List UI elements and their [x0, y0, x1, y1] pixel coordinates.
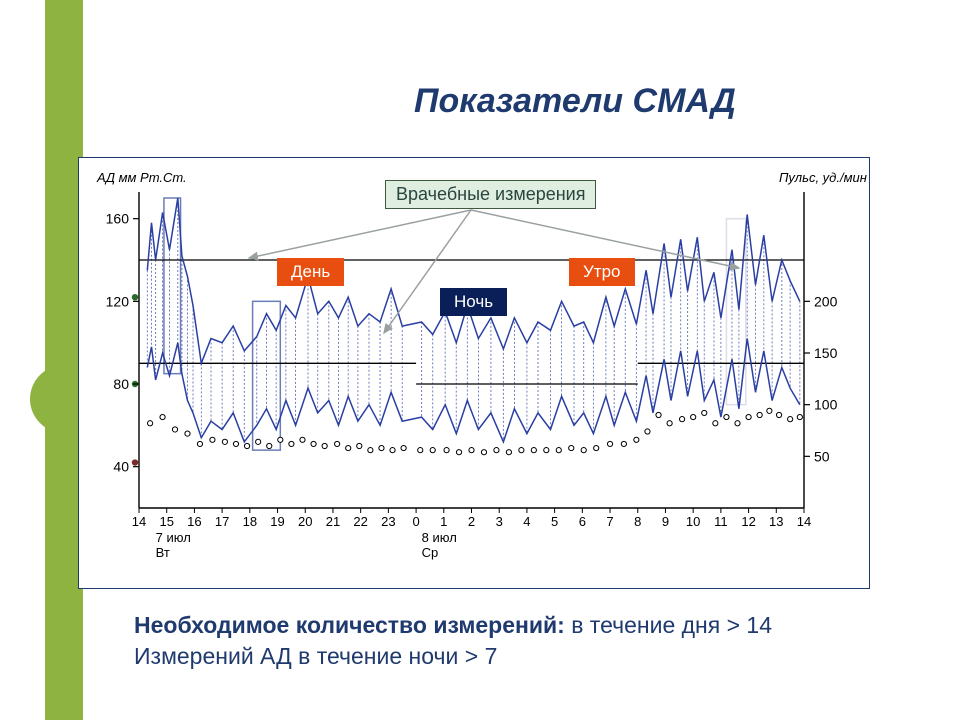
svg-text:22: 22 — [353, 514, 367, 529]
footer-bold: Необходимое количество измерений: — [134, 612, 565, 638]
svg-text:16: 16 — [187, 514, 201, 529]
svg-text:23: 23 — [381, 514, 395, 529]
svg-text:6: 6 — [579, 514, 586, 529]
svg-text:21: 21 — [326, 514, 340, 529]
abpm-chart: 4080120160АД мм Рт.Ст.50100150200Пульс, … — [79, 158, 869, 588]
svg-text:40: 40 — [113, 459, 129, 475]
svg-text:120: 120 — [106, 293, 130, 309]
svg-text:1: 1 — [440, 514, 447, 529]
svg-text:150: 150 — [814, 345, 838, 361]
svg-text:Пульс, уд./мин: Пульс, уд./мин — [779, 170, 867, 185]
svg-text:14: 14 — [132, 514, 146, 529]
svg-text:7 июл: 7 июл — [156, 530, 191, 545]
callout-measurements: Врачебные измерения — [385, 180, 596, 209]
svg-text:8: 8 — [634, 514, 641, 529]
footer-line2: Измерений АД в течение ночи > 7 — [134, 643, 497, 669]
svg-text:200: 200 — [814, 293, 838, 309]
svg-text:3: 3 — [496, 514, 503, 529]
tag-day: День — [277, 258, 344, 286]
svg-text:160: 160 — [106, 211, 130, 227]
svg-text:5: 5 — [551, 514, 558, 529]
tag-night: Ночь — [440, 288, 507, 316]
svg-text:10: 10 — [686, 514, 700, 529]
svg-text:9: 9 — [662, 514, 669, 529]
svg-text:80: 80 — [113, 376, 129, 392]
svg-text:АД мм Рт.Ст.: АД мм Рт.Ст. — [96, 170, 187, 185]
svg-text:20: 20 — [298, 514, 312, 529]
svg-text:8 июл: 8 июл — [422, 530, 457, 545]
svg-text:13: 13 — [769, 514, 783, 529]
svg-text:2: 2 — [468, 514, 475, 529]
svg-text:100: 100 — [814, 397, 838, 413]
svg-text:11: 11 — [714, 514, 728, 529]
svg-text:4: 4 — [523, 514, 530, 529]
svg-text:Ср: Ср — [422, 545, 439, 560]
svg-text:50: 50 — [814, 448, 830, 464]
svg-text:15: 15 — [159, 514, 173, 529]
tag-morning: Утро — [569, 258, 635, 286]
svg-text:7: 7 — [606, 514, 613, 529]
svg-text:14: 14 — [797, 514, 811, 529]
svg-text:17: 17 — [215, 514, 229, 529]
footer-text: Необходимое количество измерений: в тече… — [134, 610, 772, 672]
svg-text:19: 19 — [270, 514, 284, 529]
svg-text:18: 18 — [243, 514, 257, 529]
footer-rest1: в течение дня > 14 — [565, 612, 772, 638]
chart-container: 4080120160АД мм Рт.Ст.50100150200Пульс, … — [78, 157, 870, 589]
svg-text:Вт: Вт — [156, 545, 170, 560]
svg-text:12: 12 — [741, 514, 755, 529]
svg-text:0: 0 — [412, 514, 419, 529]
page-title: Показатели СМАД — [414, 82, 736, 121]
